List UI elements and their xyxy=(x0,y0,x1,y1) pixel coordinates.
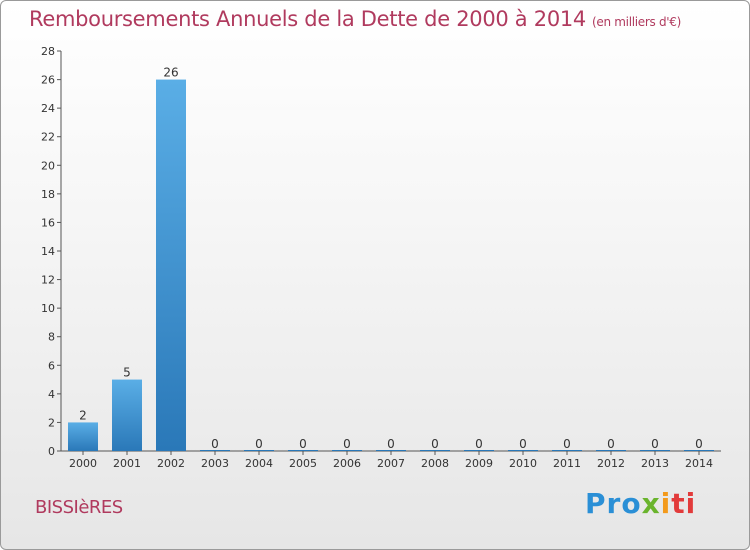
data-label: 0 xyxy=(255,437,263,451)
y-tick-label: 16 xyxy=(41,216,55,229)
y-tick-label: 12 xyxy=(41,274,55,287)
data-label: 0 xyxy=(431,437,439,451)
x-tick-label: 2013 xyxy=(641,457,669,470)
y-tick-label: 18 xyxy=(41,188,55,201)
proxiti-logo: Proxiti xyxy=(585,487,697,520)
y-tick-label: 26 xyxy=(41,74,55,87)
x-tick-label: 2014 xyxy=(685,457,713,470)
data-label: 26 xyxy=(163,66,178,80)
x-tick-label: 2002 xyxy=(157,457,185,470)
chart-unit: (en milliers d'€) xyxy=(592,15,682,29)
data-label: 0 xyxy=(387,437,395,451)
data-label: 0 xyxy=(475,437,483,451)
x-tick-label: 2009 xyxy=(465,457,493,470)
bar xyxy=(156,79,186,452)
data-label: 0 xyxy=(607,437,615,451)
data-label: 0 xyxy=(563,437,571,451)
data-labels: 2 5 26 0 0 0 0 0 0 0 0 0 0 0 0 xyxy=(79,66,703,451)
x-tick-label: 2001 xyxy=(113,457,141,470)
bar xyxy=(68,422,98,451)
y-tick-label: 8 xyxy=(48,331,55,344)
y-tick-label: 10 xyxy=(41,302,55,315)
data-label: 0 xyxy=(519,437,527,451)
y-tick-label: 0 xyxy=(48,445,55,458)
x-tick-label: 2005 xyxy=(289,457,317,470)
x-tick-label: 2011 xyxy=(553,457,581,470)
data-label: 5 xyxy=(123,366,131,380)
y-tick-label: 4 xyxy=(48,388,55,401)
x-tick-label: 2000 xyxy=(69,457,97,470)
x-tick-label: 2006 xyxy=(333,457,361,470)
data-label: 0 xyxy=(211,437,219,451)
x-tick-label: 2008 xyxy=(421,457,449,470)
data-label: 0 xyxy=(343,437,351,451)
data-label: 0 xyxy=(651,437,659,451)
y-tick-label: 28 xyxy=(41,45,55,58)
data-label: 0 xyxy=(695,437,703,451)
chart-title-text: Remboursements Annuels de la Dette de 20… xyxy=(29,7,586,31)
y-tick-label: 2 xyxy=(48,416,55,429)
y-tick-label: 20 xyxy=(41,159,55,172)
x-tick-label: 2010 xyxy=(509,457,537,470)
x-tick-label: 2007 xyxy=(377,457,405,470)
x-tick-label: 2004 xyxy=(245,457,273,470)
bars xyxy=(68,79,714,452)
y-tick-label: 14 xyxy=(41,245,55,258)
y-tick-label: 22 xyxy=(41,131,55,144)
town-name: BISSIèRES xyxy=(35,497,123,518)
bar xyxy=(112,379,142,451)
y-tick-label: 24 xyxy=(41,102,55,115)
y-tick-label: 6 xyxy=(48,359,55,372)
data-label: 2 xyxy=(79,408,87,422)
x-tick-label: 2003 xyxy=(201,457,229,470)
chart-title: Remboursements Annuels de la Dette de 20… xyxy=(29,7,681,31)
x-tick-label: 2012 xyxy=(597,457,625,470)
data-label: 0 xyxy=(299,437,307,451)
